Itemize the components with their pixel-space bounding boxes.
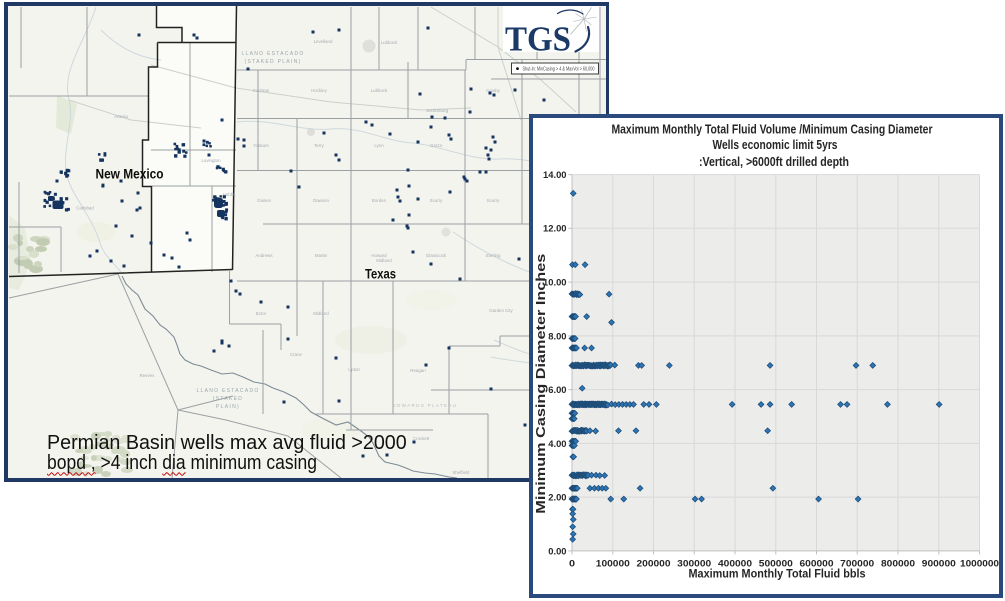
svg-text:Hobbs: Hobbs xyxy=(223,192,236,197)
svg-text:Midland: Midland xyxy=(313,311,329,316)
svg-text:14.00: 14.00 xyxy=(543,169,566,180)
svg-text:100000: 100000 xyxy=(596,558,630,569)
svg-text:LLANO ESTACADO: LLANO ESTACADO xyxy=(196,388,259,394)
svg-text:Lubbock: Lubbock xyxy=(381,40,398,45)
svg-text:Shut-In: MinCasing > 4 & MaxVo: Shut-In: MinCasing > 4 & MaxVol > 60,000 xyxy=(523,67,595,73)
svg-text:(STAKED: (STAKED xyxy=(213,396,243,402)
svg-text:400000: 400000 xyxy=(718,558,752,569)
svg-text:Reagan: Reagan xyxy=(410,368,426,373)
svg-text:Reeves: Reeves xyxy=(140,373,156,378)
svg-text:Howard: Howard xyxy=(371,253,387,258)
svg-text::Vertical, >6000ft drilled dep: :Vertical, >6000ft drilled depth xyxy=(699,154,849,169)
svg-text:500000: 500000 xyxy=(759,558,793,569)
svg-text:Crane: Crane xyxy=(290,352,303,357)
svg-text:Terry: Terry xyxy=(314,143,325,148)
svg-text:Crosby: Crosby xyxy=(486,88,501,93)
svg-text:Wells economic limit 5yrs: Wells economic limit 5yrs xyxy=(713,137,838,152)
svg-text:Scurry: Scurry xyxy=(487,198,500,203)
svg-text:Hockley: Hockley xyxy=(311,88,327,93)
svg-text:Cochran: Cochran xyxy=(253,88,270,93)
svg-text:Sheffield: Sheffield xyxy=(452,470,470,475)
svg-text:Midland: Midland xyxy=(376,258,392,263)
svg-text:900000: 900000 xyxy=(922,558,956,569)
svg-text:Carlsbad: Carlsbad xyxy=(76,206,94,211)
svg-text:Borden: Borden xyxy=(372,198,387,203)
svg-text:800000: 800000 xyxy=(881,558,915,569)
svg-text:Levelland: Levelland xyxy=(314,39,333,44)
svg-text:Minimum Casing Diameter Inches: Minimum Casing Diameter Inches xyxy=(533,254,548,514)
svg-text:LLANO ESTACADO: LLANO ESTACADO xyxy=(241,51,304,57)
svg-text:TGS: TGS xyxy=(505,20,571,59)
svg-text:1000000: 1000000 xyxy=(960,558,999,569)
svg-text:Garza: Garza xyxy=(430,143,443,148)
svg-text:Crockett: Crockett xyxy=(413,436,430,441)
svg-text:Dawson: Dawson xyxy=(313,198,329,203)
svg-text:Artesia: Artesia xyxy=(114,114,128,119)
svg-text:600000: 600000 xyxy=(800,558,834,569)
svg-text:10.00: 10.00 xyxy=(543,277,566,288)
svg-text:Scurry: Scurry xyxy=(430,198,443,203)
svg-text:Upton: Upton xyxy=(348,367,360,372)
svg-text:Lovington: Lovington xyxy=(201,158,221,163)
svg-text:Maximum Monthly Total Fluid Vo: Maximum Monthly Total Fluid Volume /Mini… xyxy=(612,122,933,137)
svg-text:Andrews: Andrews xyxy=(255,253,273,258)
svg-text:(STAKED PLAIN): (STAKED PLAIN) xyxy=(244,59,301,65)
svg-text:PLAIN): PLAIN) xyxy=(216,404,240,410)
svg-text:0: 0 xyxy=(569,558,575,569)
svg-text:2.00: 2.00 xyxy=(548,492,566,503)
svg-text:200000: 200000 xyxy=(637,558,671,569)
svg-text:8.00: 8.00 xyxy=(548,330,566,341)
svg-text:Gaines: Gaines xyxy=(257,198,272,203)
svg-text:Maximum Monthly Total Fluid bb: Maximum Monthly Total Fluid bbls xyxy=(689,567,866,581)
svg-text:Yoakum: Yoakum xyxy=(253,143,269,148)
svg-text:300000: 300000 xyxy=(677,558,711,569)
svg-text:Sterling: Sterling xyxy=(486,253,501,258)
svg-text:Ector: Ector xyxy=(256,311,267,316)
svg-text:Texas: Texas xyxy=(365,267,396,282)
svg-text:Martin: Martin xyxy=(315,253,328,258)
svg-text:6.00: 6.00 xyxy=(548,384,566,395)
svg-text:EDWARDS PLATEAU: EDWARDS PLATEAU xyxy=(393,403,458,408)
svg-text:Lubbock: Lubbock xyxy=(371,88,388,93)
svg-text:Glasscock: Glasscock xyxy=(426,253,447,258)
svg-text:12.00: 12.00 xyxy=(543,223,566,234)
svg-text:0.00: 0.00 xyxy=(548,545,566,556)
svg-text:700000: 700000 xyxy=(840,558,874,569)
svg-text:Garden City: Garden City xyxy=(489,308,513,313)
svg-text:New Mexico: New Mexico xyxy=(96,166,164,182)
svg-text:Lynn: Lynn xyxy=(374,143,384,148)
svg-text:Justiceburg: Justiceburg xyxy=(426,108,449,113)
svg-text:4.00: 4.00 xyxy=(548,438,566,449)
